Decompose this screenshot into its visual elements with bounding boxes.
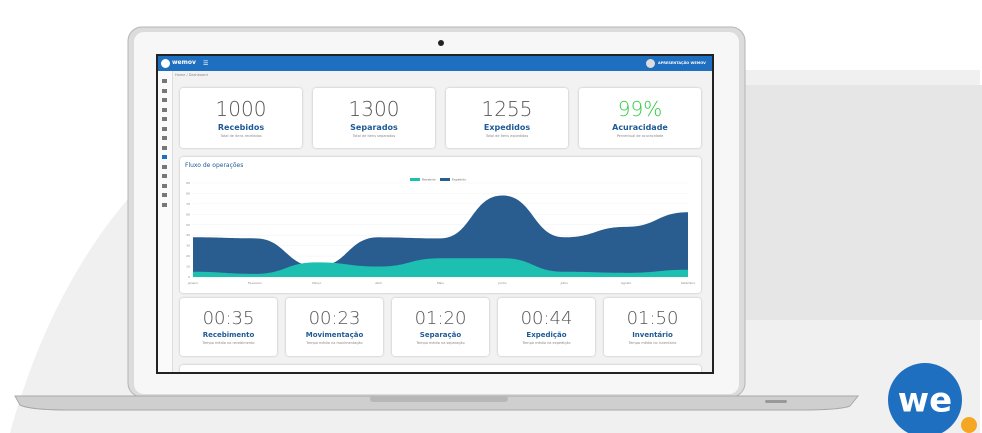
stat-value: 1255 [481, 97, 533, 121]
stat-label: Separados [350, 123, 398, 132]
x-tick-label: Fevereiro [248, 281, 262, 285]
sidebar-icon[interactable] [162, 202, 167, 207]
sidebar-icon[interactable] [162, 183, 167, 188]
y-tick-label: 80 [186, 191, 190, 195]
chart-title: Fluxo de operações [185, 162, 244, 169]
laptop-led [765, 400, 787, 403]
area [193, 195, 688, 277]
area [193, 258, 688, 277]
sidebar-icon[interactable] [162, 174, 167, 178]
stat-caption: Percentual de acuracidade [616, 134, 664, 138]
sidebar-icon[interactable] [162, 98, 167, 102]
x-tick-label: Julho [560, 281, 569, 285]
sidebar-icon[interactable] [162, 155, 167, 159]
sidebar-icon[interactable] [162, 145, 167, 150]
y-tick-label: 10 [186, 265, 190, 269]
legend-swatch [410, 178, 420, 181]
x-tick-label: Abril [375, 281, 382, 285]
logo-mark [161, 59, 170, 68]
sidebar-icon[interactable] [162, 107, 167, 112]
legend-swatch [440, 178, 450, 181]
y-tick-label: 60 [186, 212, 190, 216]
timer-caption: Tempo médio no recebimento [202, 341, 255, 345]
timer-value: 00:23 [308, 308, 361, 329]
chart: 0 10 20 30 40 50 60 70 80 90 Janeiro Fevereiro Março… [186, 178, 696, 286]
user-menu[interactable]: APRESENTAÇÃO WEMOV [658, 61, 706, 65]
timer-label: Movimentação [305, 331, 364, 339]
timer-caption: Tempo médio na movimentação [306, 341, 363, 345]
timer-card: 00:35 Recebimento Tempo médio no recebimen… [180, 298, 277, 356]
stat-card: 1255 Expedidos Total de itens expedidos [446, 88, 568, 148]
timer-value: 01:50 [626, 308, 679, 329]
top-bar: wemov ☰ APRESENTAÇÃO WEMOV [158, 56, 712, 71]
timer-value: 01:20 [414, 308, 467, 329]
next-card [180, 365, 701, 372]
timer-caption: Tempo médio na separação [416, 341, 465, 345]
stat-value: 99% [617, 97, 663, 121]
x-tick-label: Junho [497, 281, 507, 285]
avatar[interactable] [646, 59, 655, 68]
stat-card: 1300 Separados Total de itens separados [313, 88, 435, 148]
bg-panel [745, 85, 982, 320]
timer-label: Expedição [526, 331, 567, 339]
sidebar [158, 71, 173, 372]
stat-card: 99% Acuracidade Percentual de acuracidade [579, 88, 701, 148]
sidebar-icon[interactable] [162, 88, 167, 93]
timer-label: Separação [419, 331, 462, 339]
legend-label: Expedido [452, 178, 466, 182]
logo: wemov [172, 59, 196, 66]
stat-label: Recebidos [217, 123, 265, 132]
timer-label: Recebimento [202, 331, 255, 339]
timer-card: 00:44 Expedição Tempo médio na expedição [498, 298, 595, 356]
x-tick-label: Agosto [621, 281, 632, 285]
brand-text: we [898, 381, 952, 421]
legend-label: Recebido [422, 178, 436, 182]
y-tick-label: 70 [186, 202, 190, 206]
stat-card: 1000 Recebidos Total de itens recebidos [180, 88, 302, 148]
stat-label: Acuracidade [612, 123, 668, 132]
y-tick-label: 30 [186, 244, 190, 248]
sidebar-icon[interactable] [162, 136, 167, 140]
brand-dot [961, 417, 977, 433]
menu-button[interactable]: ☰ [203, 60, 209, 67]
stat-value: 1000 [215, 97, 267, 121]
y-tick-label: 90 [186, 181, 190, 185]
sidebar-icon[interactable] [162, 193, 167, 197]
timer-caption: Tempo médio no inventário [628, 341, 677, 345]
y-tick-label: 20 [186, 254, 190, 258]
sidebar-icon[interactable] [162, 79, 167, 83]
screen: wemov ☰ APRESENTAÇÃO WEMOV Home / Dashbo… [158, 56, 712, 372]
x-tick-label: Maio [437, 281, 444, 285]
x-tick-label: Março [312, 281, 321, 285]
sidebar-icon[interactable] [162, 164, 167, 169]
camera [438, 40, 444, 46]
laptop-notch [370, 396, 508, 402]
chart-card: Fluxo de operações 0 10 20 30 40 50 60 70 80 90 Ja… [180, 157, 701, 293]
timer-label: Inventário [632, 331, 673, 339]
sidebar-icon[interactable] [162, 117, 167, 121]
brand-logo [888, 363, 962, 433]
y-tick-label: 0 [188, 275, 190, 279]
stat-label: Expedidos [483, 123, 531, 132]
timer-card: 00:23 Movimentação Tempo médio na moviment… [286, 298, 383, 356]
timer-value: 00:35 [202, 308, 255, 329]
timer-caption: Tempo médio na expedição [522, 341, 571, 345]
stat-caption: Total de itens expedidos [485, 134, 529, 138]
y-tick-label: 40 [186, 233, 190, 237]
laptop-base [14, 395, 860, 411]
x-tick-label: Janeiro [187, 281, 198, 285]
timer-card: 01:20 Separação Tempo médio na separação [392, 298, 489, 356]
sidebar-icon[interactable] [162, 126, 167, 131]
stat-caption: Total de itens recebidos [220, 134, 262, 138]
x-tick-label: Setembro [681, 281, 696, 285]
stat-caption: Total de itens separados [352, 134, 396, 138]
timer-value: 00:44 [520, 308, 573, 329]
breadcrumb: Home / Dashboard [175, 73, 208, 77]
timer-card: 01:50 Inventário Tempo médio no inventário [604, 298, 701, 356]
y-tick-label: 50 [186, 223, 190, 227]
stat-value: 1300 [348, 97, 400, 121]
